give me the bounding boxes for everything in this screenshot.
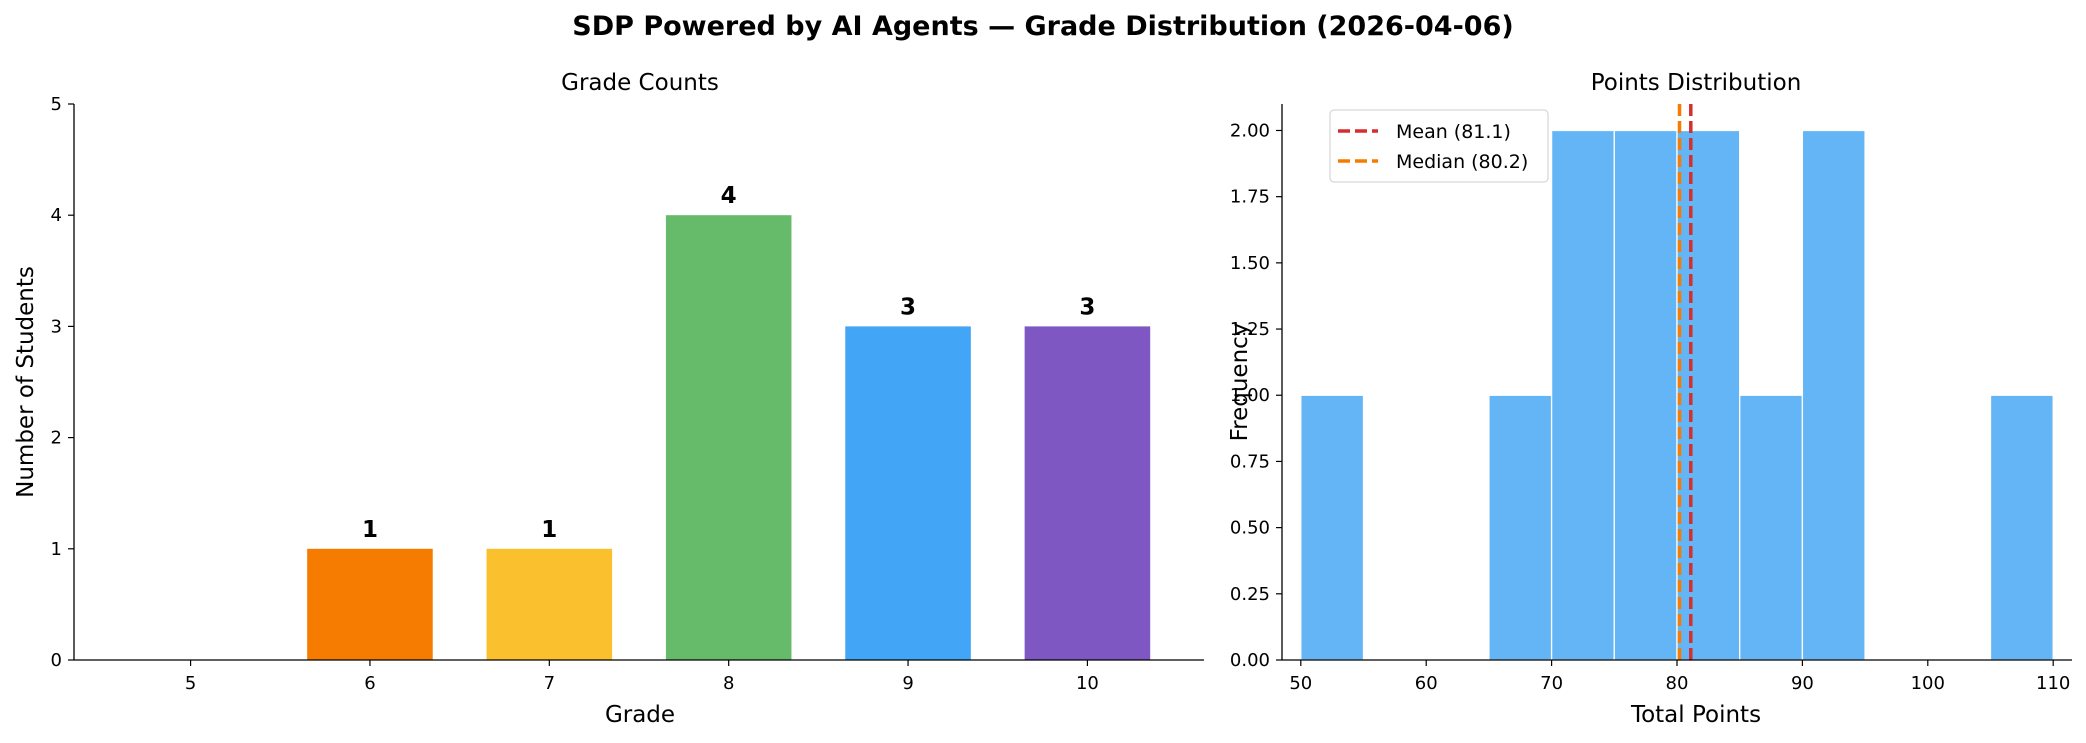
points-legend: Mean (81.1) Median (80.2) <box>1329 109 1549 183</box>
histogram-bar-105-110 <box>1989 394 2054 661</box>
grade-x-tick-label: 5 <box>185 673 196 694</box>
grade-bar-8 <box>665 215 792 660</box>
points-x-tick-label: 90 <box>1791 673 1814 694</box>
histogram-bar-80-85 <box>1676 129 1741 661</box>
grade-y-tick-label: 5 <box>51 94 62 115</box>
grade-y-ticks: 0 1 2 3 4 5 <box>51 94 74 671</box>
grade-y-tick-label: 4 <box>51 205 62 226</box>
histogram-bar-75-80 <box>1613 129 1678 661</box>
grade-data-label-10: 3 <box>1079 294 1095 320</box>
grade-data-label-9: 3 <box>900 294 916 320</box>
points-y-tick-label: 1.75 <box>1230 187 1270 208</box>
grade-bar-9 <box>845 326 971 660</box>
grade-x-tick-label: 7 <box>544 673 555 694</box>
grade-data-label-7: 1 <box>541 517 557 543</box>
points-y-axis-label: Frequency <box>1227 323 1253 442</box>
grade-y-tick-label: 1 <box>51 539 62 560</box>
grade-x-tick-label: 10 <box>1076 673 1099 694</box>
points-x-tick-label: 110 <box>2036 673 2070 694</box>
points-x-tick-label: 60 <box>1415 673 1438 694</box>
points-reference-lines <box>1677 104 1693 660</box>
points-y-ticks: 0.00 0.25 0.50 0.75 1.00 1.25 1.50 1.75 2.00 <box>1230 120 1282 671</box>
points-x-ticks: 50 60 70 80 90 100 110 <box>1289 660 2070 694</box>
figure-title: SDP Powered by AI Agents — Grade Distrib… <box>572 11 1513 42</box>
points-y-tick-label: 0.00 <box>1230 650 1270 671</box>
points-x-tick-label: 50 <box>1289 673 1312 694</box>
histogram-bar-85-90 <box>1739 394 1804 661</box>
grade-x-axis-label: Grade <box>605 702 675 728</box>
grade-y-tick-label: 3 <box>51 316 62 337</box>
legend-frame <box>1329 109 1549 183</box>
grade-y-axis-label: Number of Students <box>13 266 39 498</box>
grade-bars <box>307 215 1151 660</box>
points-distribution-chart: Points Distribution 50 60 70 80 90 100 110 0.0… <box>1227 70 2072 728</box>
grade-data-label-8: 4 <box>721 183 737 209</box>
points-x-axis-label: Total Points <box>1630 702 1761 728</box>
histogram-bar-70-75 <box>1550 129 1615 661</box>
points-x-tick-label: 70 <box>1540 673 1563 694</box>
points-x-tick-label: 100 <box>1911 673 1945 694</box>
grade-data-labels: 1 1 4 3 3 <box>362 183 1095 543</box>
points-y-tick-label: 1.25 <box>1230 319 1270 340</box>
grade-y-tick-label: 0 <box>51 650 62 671</box>
points-y-tick-label: 0.50 <box>1230 518 1270 539</box>
legend-mean-label: Mean (81.1) <box>1396 121 1511 143</box>
grade-bar-7 <box>486 548 613 660</box>
points-y-tick-label: 1.00 <box>1230 385 1270 406</box>
grade-x-tick-label: 8 <box>723 673 734 694</box>
grade-x-tick-label: 9 <box>902 673 913 694</box>
points-y-tick-label: 2.00 <box>1230 120 1270 141</box>
points-y-tick-label: 0.75 <box>1230 451 1270 472</box>
legend-median-label: Median (80.2) <box>1396 151 1528 173</box>
grade-bar-10 <box>1024 326 1151 660</box>
points-y-tick-label: 1.50 <box>1230 253 1270 274</box>
points-y-tick-label: 0.25 <box>1230 584 1270 605</box>
grade-bar-6 <box>307 548 433 660</box>
grade-y-tick-label: 2 <box>51 428 62 449</box>
histogram-bar-65-70 <box>1488 394 1553 661</box>
grade-x-tick-label: 6 <box>364 673 375 694</box>
grade-data-label-6: 1 <box>362 517 378 543</box>
grade-counts-title: Grade Counts <box>561 70 719 96</box>
histogram-bar-50-55 <box>1300 394 1365 661</box>
points-distribution-title: Points Distribution <box>1591 70 1802 96</box>
histogram-bar-90-95 <box>1801 129 1866 661</box>
grade-x-ticks: 5 6 7 8 9 10 <box>185 660 1099 694</box>
points-x-tick-label: 80 <box>1666 673 1689 694</box>
points-histogram-bars <box>1300 129 2054 661</box>
